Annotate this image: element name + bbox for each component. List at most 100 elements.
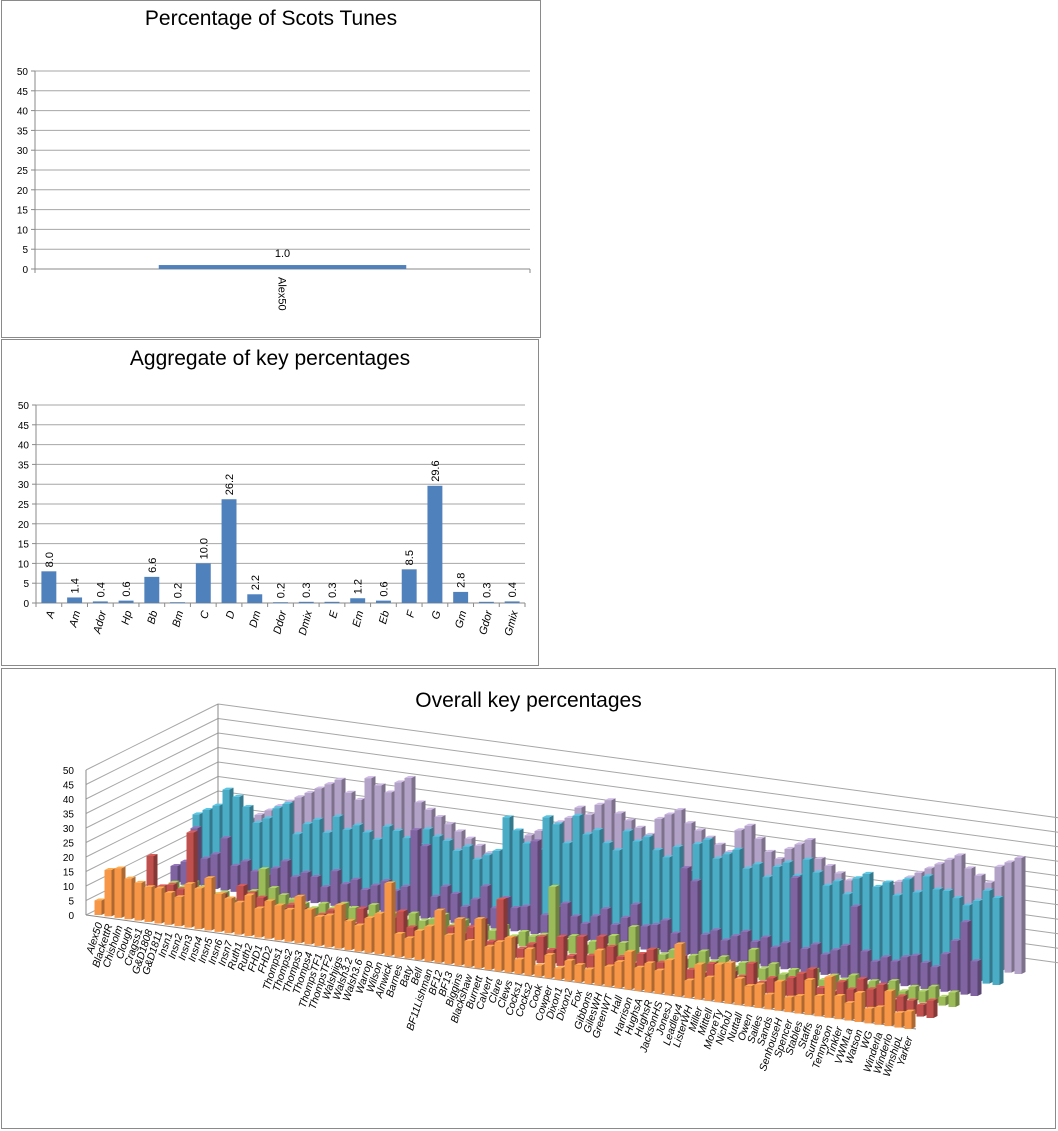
bar-top — [746, 961, 758, 964]
bar-top — [918, 989, 930, 992]
x-tick-label: G — [430, 609, 444, 621]
x-tick-label: Alex50 — [276, 277, 288, 311]
bar-face — [352, 825, 360, 895]
bar-top — [294, 894, 306, 897]
bar-Alnwick-s0 — [384, 881, 396, 956]
bar-VWMLa-s1 — [866, 987, 878, 1010]
bar-top — [420, 844, 432, 847]
bar-face — [594, 950, 602, 986]
bar-Em — [350, 598, 366, 603]
bar-top — [814, 994, 826, 997]
y-tick-label: 10 — [18, 559, 30, 570]
bar-face — [712, 858, 720, 946]
bar-top — [694, 962, 706, 965]
bar-face — [894, 1013, 902, 1028]
bar-Mittell-s0 — [704, 975, 716, 1001]
bar-face — [104, 870, 112, 917]
y-tick-label: 50 — [63, 766, 75, 777]
bar-top — [254, 812, 266, 815]
bar-face — [850, 906, 858, 980]
bar-top — [684, 978, 696, 981]
bar-Tinkler-s3 — [900, 955, 912, 987]
bar-G&D1808-s0 — [144, 885, 156, 923]
bar-face — [930, 967, 938, 991]
bar-face — [932, 889, 940, 977]
bar-top — [850, 904, 862, 907]
bar-face — [714, 964, 722, 1003]
y-tick-label: 35 — [63, 810, 75, 821]
bar-face — [912, 892, 920, 974]
bar-face — [782, 862, 790, 956]
bar-top — [822, 883, 834, 886]
bar-top — [190, 826, 202, 829]
bar-HughsA-s0 — [634, 965, 646, 991]
bar-E — [324, 601, 340, 603]
bar-top — [164, 890, 176, 893]
bar-face — [502, 817, 510, 917]
bar-face — [474, 919, 482, 969]
y-tick-label: 0 — [68, 911, 74, 922]
bar-top — [734, 828, 746, 831]
bar-Walshjigs-s0 — [334, 903, 346, 949]
bar-face — [342, 829, 350, 894]
bar-Walsh3.6-s3 — [420, 844, 432, 919]
bar-Surtees-s0 — [814, 994, 826, 1017]
bar-NicholJ-s0 — [724, 961, 736, 1004]
bar-top — [730, 934, 742, 937]
bar-top — [718, 955, 730, 958]
data-label: 0.4 — [95, 582, 107, 597]
y-tick-label: 20 — [18, 520, 30, 531]
bar-Clews-s2 — [548, 884, 560, 951]
bar-JacksonHS-s0 — [654, 968, 666, 994]
bar-face — [866, 989, 874, 1010]
bar-top — [232, 794, 244, 797]
bar-Yarker-s5 — [1014, 856, 1026, 974]
bar-top — [692, 842, 704, 845]
bar-face — [542, 817, 550, 922]
bar-WinshipL-s4 — [982, 888, 994, 984]
bar-face — [774, 981, 782, 1011]
bar-top — [810, 942, 822, 945]
bar-Harrison-s0 — [624, 949, 636, 990]
bar-face — [810, 944, 818, 974]
bar-top — [844, 1001, 856, 1004]
bar-Ddor — [273, 602, 288, 603]
y-tick-label: 0 — [23, 599, 29, 610]
bar-face — [612, 850, 620, 932]
gridline — [85, 776, 219, 843]
bar-side — [1021, 856, 1026, 974]
bar-face — [824, 977, 832, 1018]
y-tick-label: 20 — [17, 186, 29, 197]
bar-top — [236, 884, 248, 887]
bar-top — [650, 922, 662, 925]
bar-top — [312, 817, 324, 820]
bar-face — [572, 815, 580, 926]
bar-face — [262, 818, 270, 883]
bar-top — [406, 925, 418, 928]
bar-face — [444, 935, 452, 965]
bar-top — [948, 990, 960, 993]
bar-MooreTy-s0 — [714, 962, 726, 1003]
bar-top — [354, 797, 366, 800]
chart-panel-scots-tunes: Percentage of Scots Tunes 0 5 10 15 20 25 30 35… — [1, 0, 541, 338]
bar-top — [202, 808, 214, 811]
bar-top — [814, 856, 826, 859]
bar-top — [820, 952, 832, 955]
bar-Walsh3.2-s0 — [344, 919, 356, 951]
bar-Insn6-s0 — [214, 892, 226, 932]
bar-face — [484, 946, 492, 970]
x-tick-label: Hp — [120, 609, 135, 626]
bar-top — [410, 828, 422, 831]
bar-JonesJ-s3 — [730, 934, 742, 963]
bar-top — [924, 866, 936, 869]
bar-top — [898, 989, 910, 992]
bar-top — [940, 952, 952, 955]
bar-top — [592, 828, 604, 831]
bar-top — [170, 864, 182, 867]
bar-face — [586, 955, 594, 971]
bar-top — [768, 962, 780, 965]
bar-face — [504, 937, 512, 973]
y-tick-label: 35 — [17, 126, 29, 137]
bar-face — [744, 986, 752, 1007]
bar-face — [922, 876, 930, 976]
